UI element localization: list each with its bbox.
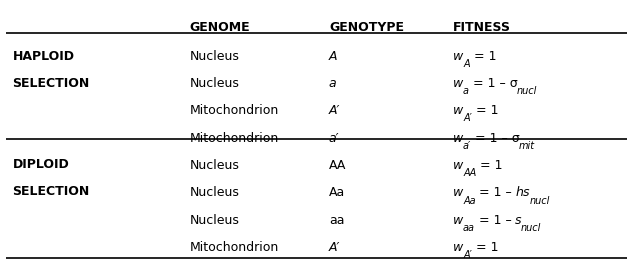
Text: a: a (329, 77, 337, 90)
Text: Mitochondrion: Mitochondrion (189, 241, 279, 254)
Text: = 1 –: = 1 – (475, 214, 515, 227)
Text: Mitochondrion: Mitochondrion (189, 132, 279, 145)
Text: aa: aa (463, 223, 475, 233)
Text: = 1 – σ: = 1 – σ (469, 77, 518, 90)
Text: A: A (329, 49, 337, 63)
Text: HAPLOID: HAPLOID (13, 49, 75, 63)
Text: w: w (453, 186, 463, 200)
Text: SELECTION: SELECTION (13, 77, 90, 90)
Text: A: A (463, 59, 470, 69)
Text: w: w (453, 241, 463, 254)
Text: FITNESS: FITNESS (453, 21, 511, 34)
Text: A′: A′ (463, 250, 472, 260)
Text: w: w (453, 77, 463, 90)
Text: a′: a′ (463, 141, 472, 151)
Text: GENOME: GENOME (189, 21, 250, 34)
Text: a′: a′ (329, 132, 339, 145)
Text: w: w (453, 159, 463, 172)
Text: s: s (523, 186, 530, 200)
Text: mit: mit (519, 141, 535, 151)
Text: nucl: nucl (529, 196, 550, 206)
Text: A′: A′ (463, 114, 472, 123)
Text: DIPLOID: DIPLOID (13, 158, 69, 171)
Text: Nucleus: Nucleus (189, 49, 239, 63)
Text: A′: A′ (329, 241, 341, 254)
Text: Aa: Aa (463, 196, 475, 206)
Text: = 1 –: = 1 – (475, 186, 516, 200)
Text: SELECTION: SELECTION (13, 185, 90, 198)
Text: nucl: nucl (517, 86, 537, 96)
Text: AA: AA (463, 168, 476, 178)
Text: Nucleus: Nucleus (189, 159, 239, 172)
Text: a: a (463, 86, 469, 96)
Text: h: h (515, 186, 523, 200)
Text: w: w (453, 132, 463, 145)
Text: nucl: nucl (521, 223, 541, 233)
Text: A′: A′ (329, 104, 341, 117)
Text: w: w (453, 214, 463, 227)
Text: w: w (453, 49, 463, 63)
Text: Nucleus: Nucleus (189, 214, 239, 227)
Text: Aa: Aa (329, 186, 345, 200)
Text: Mitochondrion: Mitochondrion (189, 104, 279, 117)
Text: w: w (453, 104, 463, 117)
Text: aa: aa (329, 214, 344, 227)
Text: Nucleus: Nucleus (189, 186, 239, 200)
Text: = 1: = 1 (472, 241, 498, 254)
Text: = 1: = 1 (470, 49, 496, 63)
Text: Nucleus: Nucleus (189, 77, 239, 90)
Text: = 1: = 1 (472, 104, 498, 117)
Text: = 1: = 1 (476, 159, 503, 172)
Text: = 1 – σ: = 1 – σ (471, 132, 520, 145)
Text: GENOTYPE: GENOTYPE (329, 21, 404, 34)
Text: s: s (515, 214, 521, 227)
Text: AA: AA (329, 159, 346, 172)
